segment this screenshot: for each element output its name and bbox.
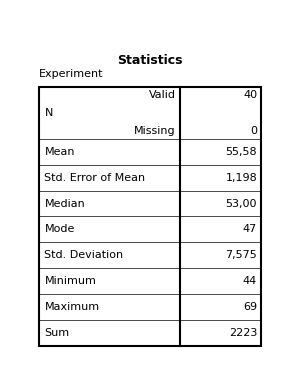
Text: 7,575: 7,575 <box>225 250 257 260</box>
Text: 1,198: 1,198 <box>225 173 257 183</box>
Text: Sum: Sum <box>44 328 69 338</box>
Text: 47: 47 <box>243 224 257 234</box>
Text: 55,58: 55,58 <box>225 147 257 157</box>
Text: Experiment: Experiment <box>39 69 103 79</box>
Text: 0: 0 <box>250 126 257 136</box>
Text: Std. Deviation: Std. Deviation <box>44 250 124 260</box>
Text: Valid: Valid <box>149 90 176 100</box>
Text: 44: 44 <box>243 276 257 286</box>
Text: Mean: Mean <box>44 147 75 157</box>
Text: 2223: 2223 <box>229 328 257 338</box>
Text: 40: 40 <box>243 90 257 100</box>
Text: N: N <box>44 108 53 118</box>
Text: Missing: Missing <box>134 126 176 136</box>
Text: Statistics: Statistics <box>117 54 182 67</box>
Text: Maximum: Maximum <box>44 302 100 312</box>
Text: 69: 69 <box>243 302 257 312</box>
Text: Mode: Mode <box>44 224 75 234</box>
Text: Std. Error of Mean: Std. Error of Mean <box>44 173 145 183</box>
Text: Minimum: Minimum <box>44 276 96 286</box>
Text: Median: Median <box>44 199 85 209</box>
Text: 53,00: 53,00 <box>226 199 257 209</box>
